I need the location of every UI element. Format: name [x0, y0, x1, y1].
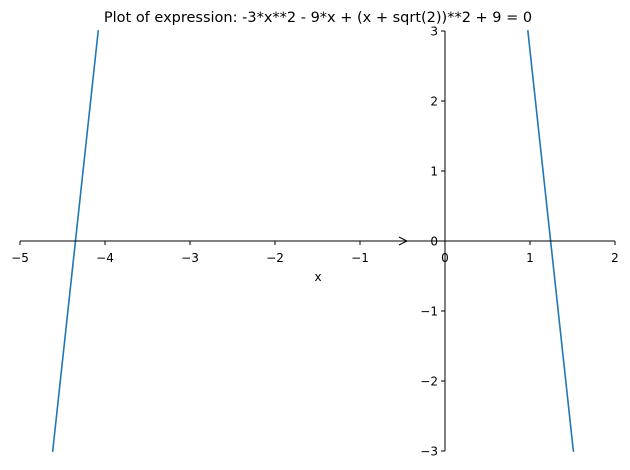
chart-title: Plot of expression: -3*x**2 - 9*x + (x +…	[104, 10, 532, 26]
x-tick-label: −4	[96, 251, 114, 265]
y-axis-ticks: −3 −2 −1 0 1 2 3	[420, 25, 445, 459]
x-tick-label: −3	[181, 251, 199, 265]
x-tick-label: 1	[526, 251, 534, 265]
y-tick-label: −3	[420, 445, 438, 459]
x-axis-ticks: −5 −4 −3 −2 −1 0 1 2	[11, 241, 619, 265]
axes-layer	[20, 31, 615, 451]
x-tick-label: −2	[266, 251, 284, 265]
x-tick-label: 2	[611, 251, 619, 265]
y-tick-label: 0	[430, 235, 438, 249]
x-tick-label: −5	[11, 251, 29, 265]
x-tick-label: −1	[351, 251, 369, 265]
x-tick-label: 0	[441, 251, 449, 265]
y-tick-label: 3	[430, 25, 438, 39]
y-tick-label: 1	[430, 165, 438, 179]
y-tick-label: −2	[420, 375, 438, 389]
y-tick-label: −1	[420, 305, 438, 319]
x-axis-label: x	[314, 270, 321, 284]
x-axis-arrow-icon	[398, 236, 409, 246]
y-tick-label: 2	[430, 95, 438, 109]
